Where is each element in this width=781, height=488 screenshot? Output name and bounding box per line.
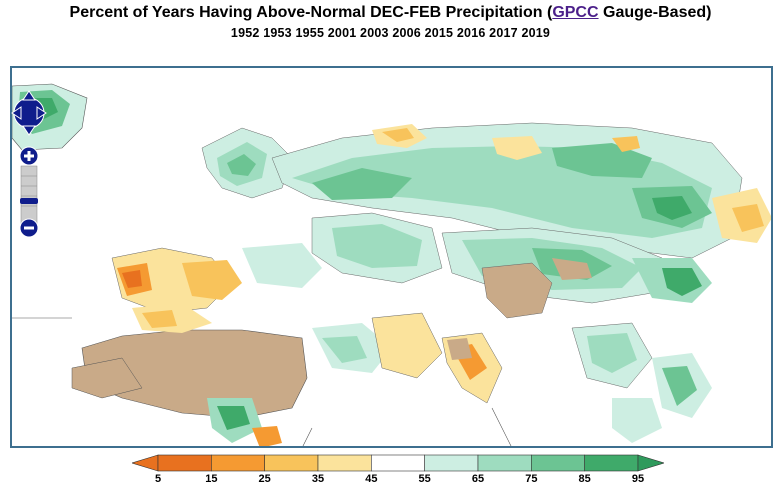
legend-bin bbox=[424, 454, 479, 472]
pan-arrows-icon bbox=[11, 90, 47, 136]
zoom-slider-icon bbox=[19, 146, 39, 238]
map-title: Percent of Years Having Above-Normal DEC… bbox=[0, 4, 781, 22]
gpcc-link[interactable]: GPCC bbox=[552, 4, 599, 21]
legend-bin bbox=[531, 454, 585, 472]
legend-tick-label: 5 bbox=[154, 473, 162, 485]
legend-bin bbox=[211, 454, 265, 472]
legend-tick-label: 55 bbox=[418, 473, 431, 485]
legend-bin bbox=[317, 454, 372, 472]
title-prefix: Percent of Years Having Above-Normal DEC… bbox=[69, 4, 553, 21]
legend-high-arrow bbox=[637, 454, 664, 472]
legend-bin bbox=[584, 454, 639, 472]
legend-bin bbox=[371, 454, 425, 472]
legend-tick-label: 45 bbox=[365, 473, 378, 485]
years-list: 1952 1953 1955 2001 2003 2006 2015 2016 … bbox=[230, 26, 551, 40]
legend-tick-label: 85 bbox=[578, 473, 591, 485]
zoom-control[interactable] bbox=[18, 146, 40, 238]
legend-low-arrow bbox=[132, 454, 159, 472]
legend-bar bbox=[132, 454, 664, 472]
title-suffix: Gauge-Based) bbox=[598, 4, 712, 21]
legend-bin bbox=[157, 454, 212, 472]
legend-tick-label: 15 bbox=[205, 473, 218, 485]
legend-bin bbox=[477, 454, 532, 472]
pan-control[interactable] bbox=[10, 88, 48, 138]
legend-tick-label: 25 bbox=[258, 473, 271, 485]
precipitation-map[interactable] bbox=[10, 66, 773, 448]
color-legend: 5 15 25 35 45 55 65 75 85 95 bbox=[132, 454, 664, 488]
legend-bin bbox=[264, 454, 319, 472]
legend-tick-label: 95 bbox=[631, 473, 645, 485]
legend-tick-label: 75 bbox=[525, 473, 538, 485]
legend-tick-label: 35 bbox=[311, 473, 325, 485]
legend-tick-label: 65 bbox=[471, 473, 485, 485]
map-canvas bbox=[12, 83, 771, 446]
